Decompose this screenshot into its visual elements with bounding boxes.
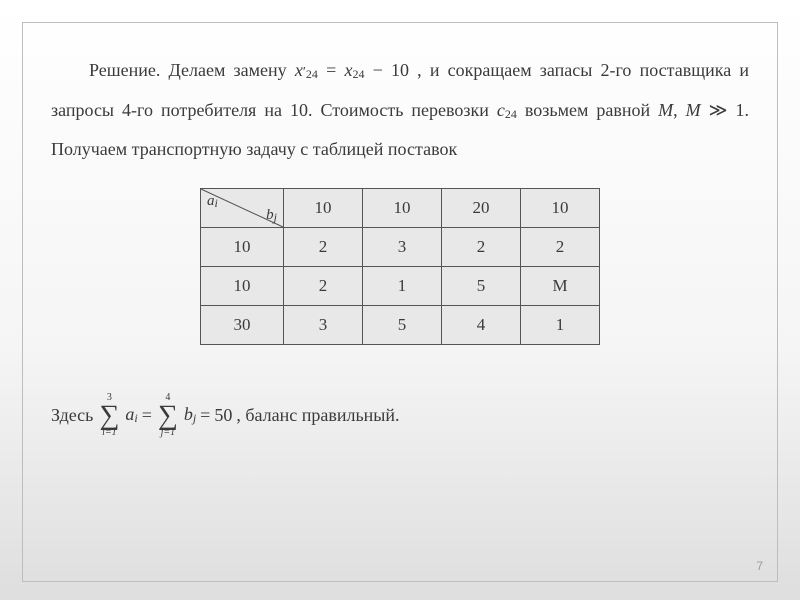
sigma-lower: j=1	[161, 428, 176, 438]
subscript: 24	[505, 107, 517, 121]
slide-inner: Решение. Делаем замену x′24 = x24 − 10 ,…	[22, 22, 778, 582]
b-symbol: b	[266, 207, 274, 223]
sum-value: 50	[214, 405, 232, 426]
slide-outer: Решение. Делаем замену x′24 = x24 − 10 ,…	[0, 0, 800, 600]
supply-cell: 10	[201, 266, 284, 305]
b-term: bj	[184, 404, 196, 426]
cost-cell: 2	[284, 266, 363, 305]
sigma-2: 4 ∑ j=1	[158, 393, 178, 438]
b: b	[184, 404, 193, 424]
cost-cell: 3	[363, 227, 442, 266]
corner-cell: ai bj	[201, 188, 284, 227]
much-greater: ≫	[701, 100, 736, 120]
supply-cell: 30	[201, 305, 284, 344]
cost-cell: 2	[521, 227, 600, 266]
table-row: 10 2 1 5 M	[201, 266, 600, 305]
cost-cell: 5	[442, 266, 521, 305]
transport-table-wrap: ai bj 10 10 20 10 10 2 3 2 2	[200, 188, 600, 345]
cost-cell: M	[521, 266, 600, 305]
equals: =	[142, 405, 152, 426]
corner-a-label: ai	[207, 193, 218, 211]
subscript: 24	[352, 67, 364, 81]
M: M	[686, 100, 701, 120]
substitution-equation: x′24 = x24 − 10	[295, 60, 417, 80]
text: возьмем равной	[525, 100, 658, 120]
text: ,	[673, 100, 686, 120]
cost-cell: 1	[363, 266, 442, 305]
c: c	[497, 100, 505, 120]
cost-cell: 5	[363, 305, 442, 344]
a-symbol: a	[207, 193, 215, 209]
sigma-icon: ∑	[99, 403, 119, 428]
x-prime: x	[295, 60, 303, 80]
table-row: 10 2 3 2 2	[201, 227, 600, 266]
minus-10: − 10	[373, 60, 409, 80]
subscript: 24	[306, 67, 318, 81]
demand-cell: 10	[521, 188, 600, 227]
one: 1	[736, 100, 745, 120]
text: Здесь	[51, 405, 93, 426]
demand-cell: 10	[363, 188, 442, 227]
supply-cell: 10	[201, 227, 284, 266]
sigma-icon: ∑	[158, 403, 178, 428]
equals: =	[326, 60, 344, 80]
M-condition: M ≫ 1	[686, 100, 745, 120]
sub-j: j	[193, 411, 196, 425]
table-row: 30 3 5 4 1	[201, 305, 600, 344]
M: M	[658, 100, 673, 120]
sigma-lower: i=1	[102, 428, 117, 438]
page-number: 7	[756, 559, 763, 573]
sub-i: i	[134, 411, 137, 425]
a: a	[125, 404, 134, 424]
cost-cell: 1	[521, 305, 600, 344]
text: Решение. Делаем замену	[89, 60, 295, 80]
cost-cell: 4	[442, 305, 521, 344]
sigma-1: 3 ∑ i=1	[99, 393, 119, 438]
equals: =	[200, 405, 210, 426]
cost-cell: 3	[284, 305, 363, 344]
balance-line: Здесь 3 ∑ i=1 ai = 4 ∑ j=1 bj = 50 , бал…	[51, 393, 749, 438]
corner-b-label: bj	[266, 207, 277, 225]
cost-cell: 2	[442, 227, 521, 266]
table-row: ai bj 10 10 20 10	[201, 188, 600, 227]
text: , баланс правильный.	[236, 405, 399, 426]
cost-cell: 2	[284, 227, 363, 266]
demand-cell: 10	[284, 188, 363, 227]
a-term: ai	[125, 404, 137, 426]
solution-paragraph: Решение. Делаем замену x′24 = x24 − 10 ,…	[51, 51, 749, 170]
transport-table: ai bj 10 10 20 10 10 2 3 2 2	[200, 188, 600, 345]
sub-j: j	[274, 210, 277, 224]
sub-i: i	[215, 196, 218, 210]
cost-symbol: c24	[497, 100, 517, 120]
demand-cell: 20	[442, 188, 521, 227]
